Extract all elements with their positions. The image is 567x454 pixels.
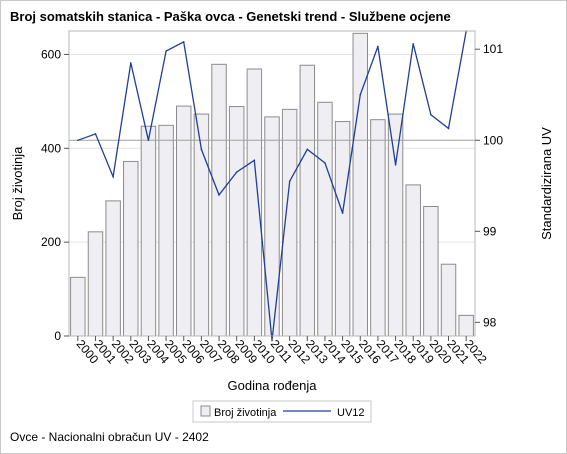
- uv12-point-2021: [447, 127, 450, 130]
- bar-2005: [158, 124, 174, 337]
- bar-2015: [334, 121, 351, 337]
- y-right-tick-label: 99: [483, 224, 497, 238]
- uv12-point-2005: [165, 50, 167, 52]
- uv12-point-2019: [412, 42, 415, 45]
- bar-2018: [387, 113, 404, 337]
- bar-2010: [246, 68, 263, 337]
- bar-2016: [352, 32, 368, 337]
- uv12-point-2016: [359, 93, 362, 96]
- bar-2011: [264, 116, 280, 337]
- uv12-point-2008: [218, 194, 220, 196]
- uv12-point-2006: [182, 41, 185, 43]
- uv12-point-2020: [430, 113, 432, 116]
- y-left-tick-label: 400: [41, 141, 61, 155]
- y-left-tick-label: 0: [54, 329, 61, 343]
- y-left-tick-label: 200: [41, 235, 61, 249]
- uv12-point-2003: [129, 62, 132, 64]
- uv12-point-2010: [253, 159, 256, 162]
- bar-2000: [70, 276, 86, 337]
- y-right-tick-label: 100: [483, 133, 503, 147]
- uv12-point-2013: [306, 148, 309, 151]
- chart-title: Broj somatskih stanica - Paška ovca - Ge…: [10, 9, 451, 24]
- bar-2003: [123, 160, 139, 337]
- legend-bar-swatch: [200, 405, 211, 417]
- bar-2013: [299, 64, 316, 337]
- uv12-point-2018: [394, 164, 397, 166]
- legend-label-uv12: UV12: [337, 407, 365, 419]
- legend-box: [192, 400, 372, 423]
- bar-2022: [458, 314, 474, 337]
- uv12-point-2007: [200, 148, 203, 151]
- x-axis-title: Godina rođenja: [228, 378, 318, 393]
- uv12-point-2004: [147, 139, 150, 142]
- bar-2009: [228, 106, 245, 337]
- bar-2001: [87, 231, 104, 337]
- uv12-point-2002: [112, 175, 114, 178]
- uv12-point-2017: [377, 45, 379, 48]
- uv12-point-2000: [77, 139, 79, 142]
- bar-2002: [105, 200, 121, 337]
- y-left-tick-label: 600: [41, 47, 61, 61]
- y-left-axis-title: Broj životinja: [10, 146, 25, 220]
- uv12-point-2012: [288, 180, 291, 183]
- bar-2021: [440, 263, 457, 337]
- legend: Broj životinja UV12: [192, 400, 372, 423]
- uv12-point-2009: [235, 171, 238, 173]
- uv12-point-2014: [324, 162, 326, 164]
- bar-2017: [370, 119, 386, 337]
- uv12-point-2015: [341, 212, 344, 214]
- y-right-tick-label: 101: [483, 42, 503, 56]
- bar-2008: [211, 63, 227, 337]
- chart-footnote: Ovce - Nacionalni obračun UV - 2402: [10, 430, 209, 444]
- legend-label-broj: Broj životinja: [214, 407, 277, 419]
- y-right-axis-title: Standardizirana UV: [539, 127, 554, 240]
- bar-2020: [423, 205, 439, 337]
- y-right-tick-label: 98: [483, 315, 497, 329]
- bar-2004: [140, 125, 157, 337]
- uv12-point-2001: [94, 133, 97, 135]
- bar-2014: [317, 101, 333, 337]
- bar-2019: [405, 184, 421, 337]
